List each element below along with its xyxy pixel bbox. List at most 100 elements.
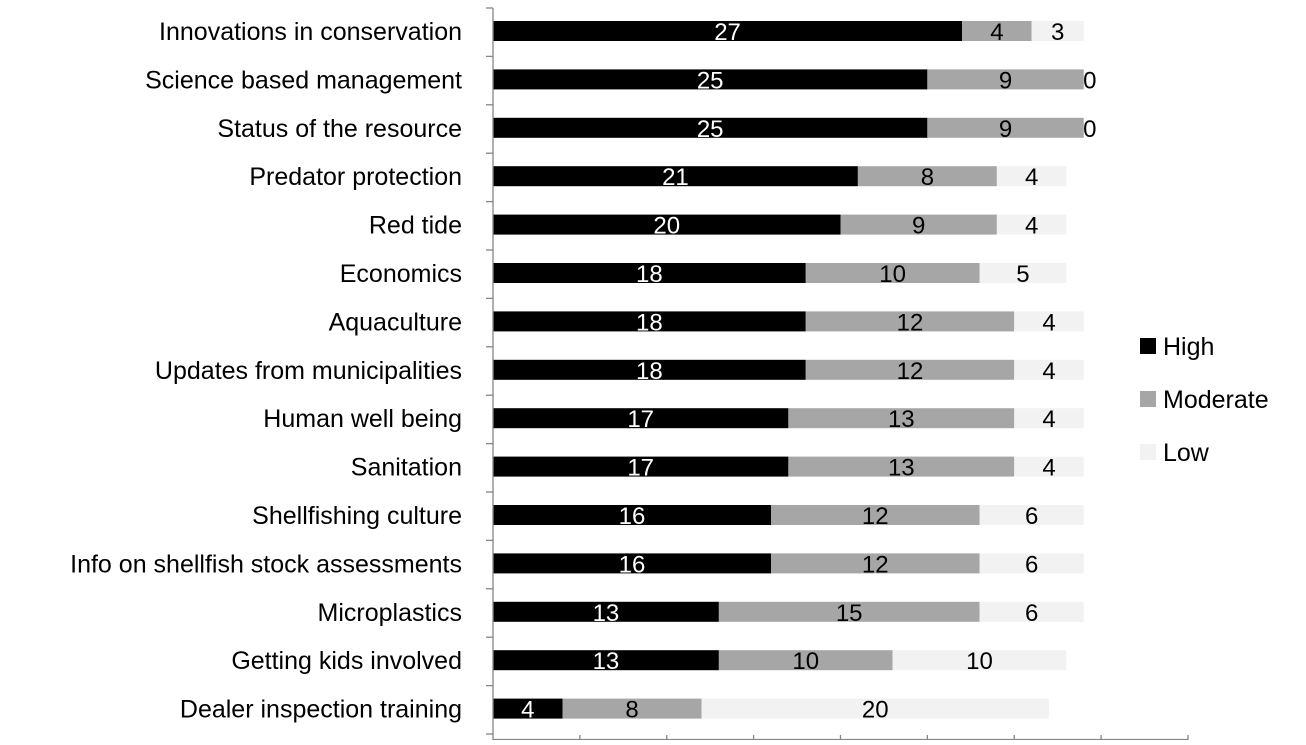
bar-low-sanitation (1014, 456, 1084, 477)
data-label-moderate-aquaculture: 12 (897, 309, 924, 336)
bar-low-info-on-shellfish-stock-assessments (979, 553, 1084, 574)
data-label-high-getting-kids-involved: 13 (593, 648, 620, 675)
bar-low-economics (979, 263, 1067, 283)
data-label-moderate-info-on-shellfish-stock-assessments: 12 (862, 551, 889, 578)
data-label-high-innovations-in-conservation: 27 (714, 19, 741, 46)
data-label-low-info-on-shellfish-stock-assessments: 6 (1025, 551, 1038, 578)
bar-moderate-updates-from-municipalities (805, 359, 1015, 380)
category-label-sanitation: Sanitation (351, 454, 462, 482)
data-label-low-getting-kids-involved: 10 (966, 648, 993, 675)
bar-moderate-dealer-inspection-training (562, 698, 702, 719)
data-label-high-microplastics: 13 (593, 600, 620, 627)
data-label-low-red-tide: 4 (1025, 213, 1038, 240)
data-label-high-science-based-management: 25 (697, 67, 724, 94)
legend-swatch-low (1140, 444, 1156, 460)
data-label-low-economics: 5 (1016, 261, 1029, 288)
data-label-high-aquaculture: 18 (636, 309, 663, 336)
bar-low-microplastics (979, 601, 1084, 622)
data-label-low-human-well-being: 4 (1042, 406, 1055, 433)
bar-high-innovations-in-conservation (493, 21, 963, 41)
data-label-low-predator-protection: 4 (1025, 164, 1038, 191)
data-label-moderate-human-well-being: 13 (888, 406, 915, 433)
bar-low-predator-protection (996, 166, 1067, 187)
legend-swatch-high (1140, 338, 1156, 354)
data-label-high-predator-protection: 21 (662, 164, 689, 191)
data-label-high-red-tide: 20 (653, 213, 680, 240)
bar-moderate-innovations-in-conservation (962, 21, 1032, 41)
legend-label-high: High (1163, 333, 1214, 361)
data-label-moderate-dealer-inspection-training: 8 (625, 697, 638, 724)
data-label-low-updates-from-municipalities: 4 (1042, 358, 1055, 385)
bar-moderate-microplastics (718, 601, 980, 622)
bar-low-updates-from-municipalities (1014, 359, 1084, 380)
bar-high-sanitation (493, 456, 789, 477)
bar-moderate-red-tide (840, 214, 997, 235)
bar-low-dealer-inspection-training (701, 698, 1049, 719)
category-label-innovations-in-conservation: Innovations in conservation (159, 18, 462, 46)
data-label-high-status-of-the-resource: 25 (697, 116, 724, 143)
bar-low-getting-kids-involved (892, 650, 1067, 671)
data-label-low-aquaculture: 4 (1042, 309, 1055, 336)
data-label-low-sanitation: 4 (1042, 455, 1055, 482)
data-label-moderate-status-of-the-resource: 9 (999, 116, 1012, 143)
bar-high-dealer-inspection-training (493, 698, 563, 719)
bar-moderate-info-on-shellfish-stock-assessments (771, 553, 980, 574)
bar-moderate-getting-kids-involved (718, 650, 893, 671)
category-label-science-based-management: Science based management (145, 66, 462, 94)
data-label-moderate-getting-kids-involved: 10 (792, 648, 819, 675)
bar-moderate-sanitation (788, 456, 1015, 477)
category-label-info-on-shellfish-stock-assessments: Info on shellfish stock assessments (70, 550, 462, 578)
category-label-shellfishing-culture: Shellfishing culture (252, 502, 462, 530)
data-label-high-dealer-inspection-training: 4 (521, 697, 534, 724)
bar-moderate-status-of-the-resource (927, 117, 1084, 138)
data-label-moderate-shellfishing-culture: 12 (862, 503, 889, 530)
data-label-moderate-predator-protection: 8 (921, 164, 934, 191)
bar-moderate-predator-protection (857, 166, 997, 187)
data-label-moderate-sanitation: 13 (888, 455, 915, 482)
bar-high-economics (493, 263, 806, 283)
bar-high-red-tide (493, 214, 841, 235)
bar-low-shellfishing-culture (979, 505, 1084, 525)
data-label-high-info-on-shellfish-stock-assessments: 16 (619, 551, 646, 578)
category-label-updates-from-municipalities: Updates from municipalities (155, 357, 462, 385)
bar-high-human-well-being (493, 408, 789, 429)
category-label-status-of-the-resource: Status of the resource (217, 115, 462, 143)
bar-high-science-based-management (493, 69, 928, 90)
data-label-low-shellfishing-culture: 6 (1025, 503, 1038, 530)
data-label-moderate-updates-from-municipalities: 12 (897, 358, 924, 385)
data-label-high-updates-from-municipalities: 18 (636, 358, 663, 385)
bar-moderate-science-based-management (927, 69, 1084, 90)
data-label-high-shellfishing-culture: 16 (619, 503, 646, 530)
data-label-high-sanitation: 17 (627, 455, 654, 482)
bar-moderate-shellfishing-culture (771, 505, 980, 525)
data-label-moderate-microplastics: 15 (836, 600, 863, 627)
bar-high-aquaculture (493, 311, 806, 332)
category-label-human-well-being: Human well being (263, 405, 462, 433)
category-label-dealer-inspection-training: Dealer inspection training (180, 696, 462, 724)
bar-low-aquaculture (1014, 311, 1084, 332)
bar-high-info-on-shellfish-stock-assessments (493, 553, 771, 574)
legend-label-moderate: Moderate (1163, 386, 1269, 414)
data-label-moderate-economics: 10 (879, 261, 906, 288)
bar-high-status-of-the-resource (493, 117, 928, 138)
category-label-predator-protection: Predator protection (249, 163, 462, 191)
data-label-low-science-based-management: 0 (1083, 67, 1096, 94)
data-label-low-dealer-inspection-training: 20 (862, 697, 889, 724)
labels-layer: Innovations in conservation 27 4 3 Science b… (70, 18, 1096, 724)
data-label-moderate-innovations-in-conservation: 4 (990, 19, 1003, 46)
bar-low-red-tide (996, 214, 1067, 235)
data-label-low-innovations-in-conservation: 3 (1051, 19, 1064, 46)
category-label-getting-kids-involved: Getting kids involved (231, 647, 462, 675)
data-label-high-human-well-being: 17 (627, 406, 654, 433)
bar-high-shellfishing-culture (493, 505, 771, 525)
legend: High Moderate Low (1140, 333, 1269, 467)
bar-low-human-well-being (1014, 408, 1084, 429)
bar-high-microplastics (493, 601, 719, 622)
category-label-red-tide: Red tide (369, 212, 462, 240)
category-label-aquaculture: Aquaculture (329, 308, 462, 336)
data-label-low-microplastics: 6 (1025, 600, 1038, 627)
category-label-economics: Economics (340, 260, 462, 288)
data-label-moderate-science-based-management: 9 (999, 67, 1012, 94)
